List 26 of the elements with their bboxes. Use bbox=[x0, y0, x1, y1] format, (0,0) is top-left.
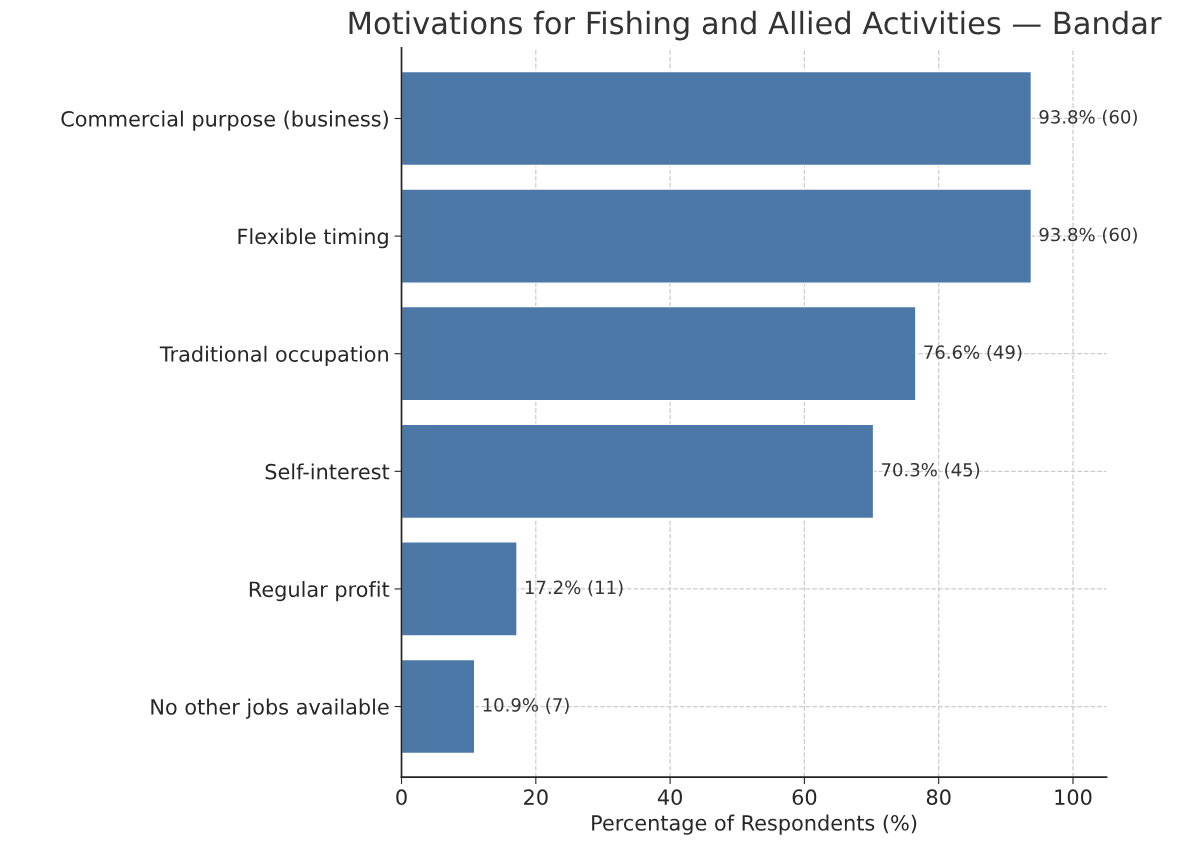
chart-title: Motivations for Fishing and Allied Activities — Bandar bbox=[349, 10, 1162, 41]
x-tick-label: 60 bbox=[792, 789, 817, 806]
x-tick-label: 20 bbox=[524, 789, 548, 806]
bar bbox=[401, 423, 875, 520]
x-tick-label: 0 bbox=[396, 789, 407, 806]
bar bbox=[401, 70, 1033, 167]
data-label: 76.6% (49) bbox=[924, 344, 1022, 362]
x-tick-label: 40 bbox=[657, 789, 682, 806]
bar bbox=[401, 658, 476, 755]
bar bbox=[401, 541, 518, 637]
y-tick-label: Flexible timing bbox=[238, 228, 388, 249]
x-axis-title: Percentage of Respondents (%) bbox=[592, 814, 917, 835]
y-tick-label: Commercial purpose (business) bbox=[61, 110, 388, 131]
y-tick-label: Traditional occupation bbox=[159, 345, 388, 366]
y-tick-label: No other jobs available bbox=[151, 698, 389, 719]
x-tick-label: 80 bbox=[926, 789, 951, 806]
y-tick-label: Self-interest bbox=[265, 463, 390, 480]
bar bbox=[401, 188, 1033, 284]
data-label: 70.3% (45) bbox=[881, 462, 980, 479]
data-label: 93.8% (60) bbox=[1039, 109, 1137, 126]
x-tick-label: 100 bbox=[1055, 789, 1092, 806]
data-label: 17.2% (11) bbox=[525, 580, 623, 597]
y-tick-label: Regular profit bbox=[249, 581, 390, 602]
data-label: 93.8% (60) bbox=[1039, 227, 1137, 244]
data-label: 10.9% (7) bbox=[483, 697, 569, 714]
bar bbox=[401, 305, 917, 402]
